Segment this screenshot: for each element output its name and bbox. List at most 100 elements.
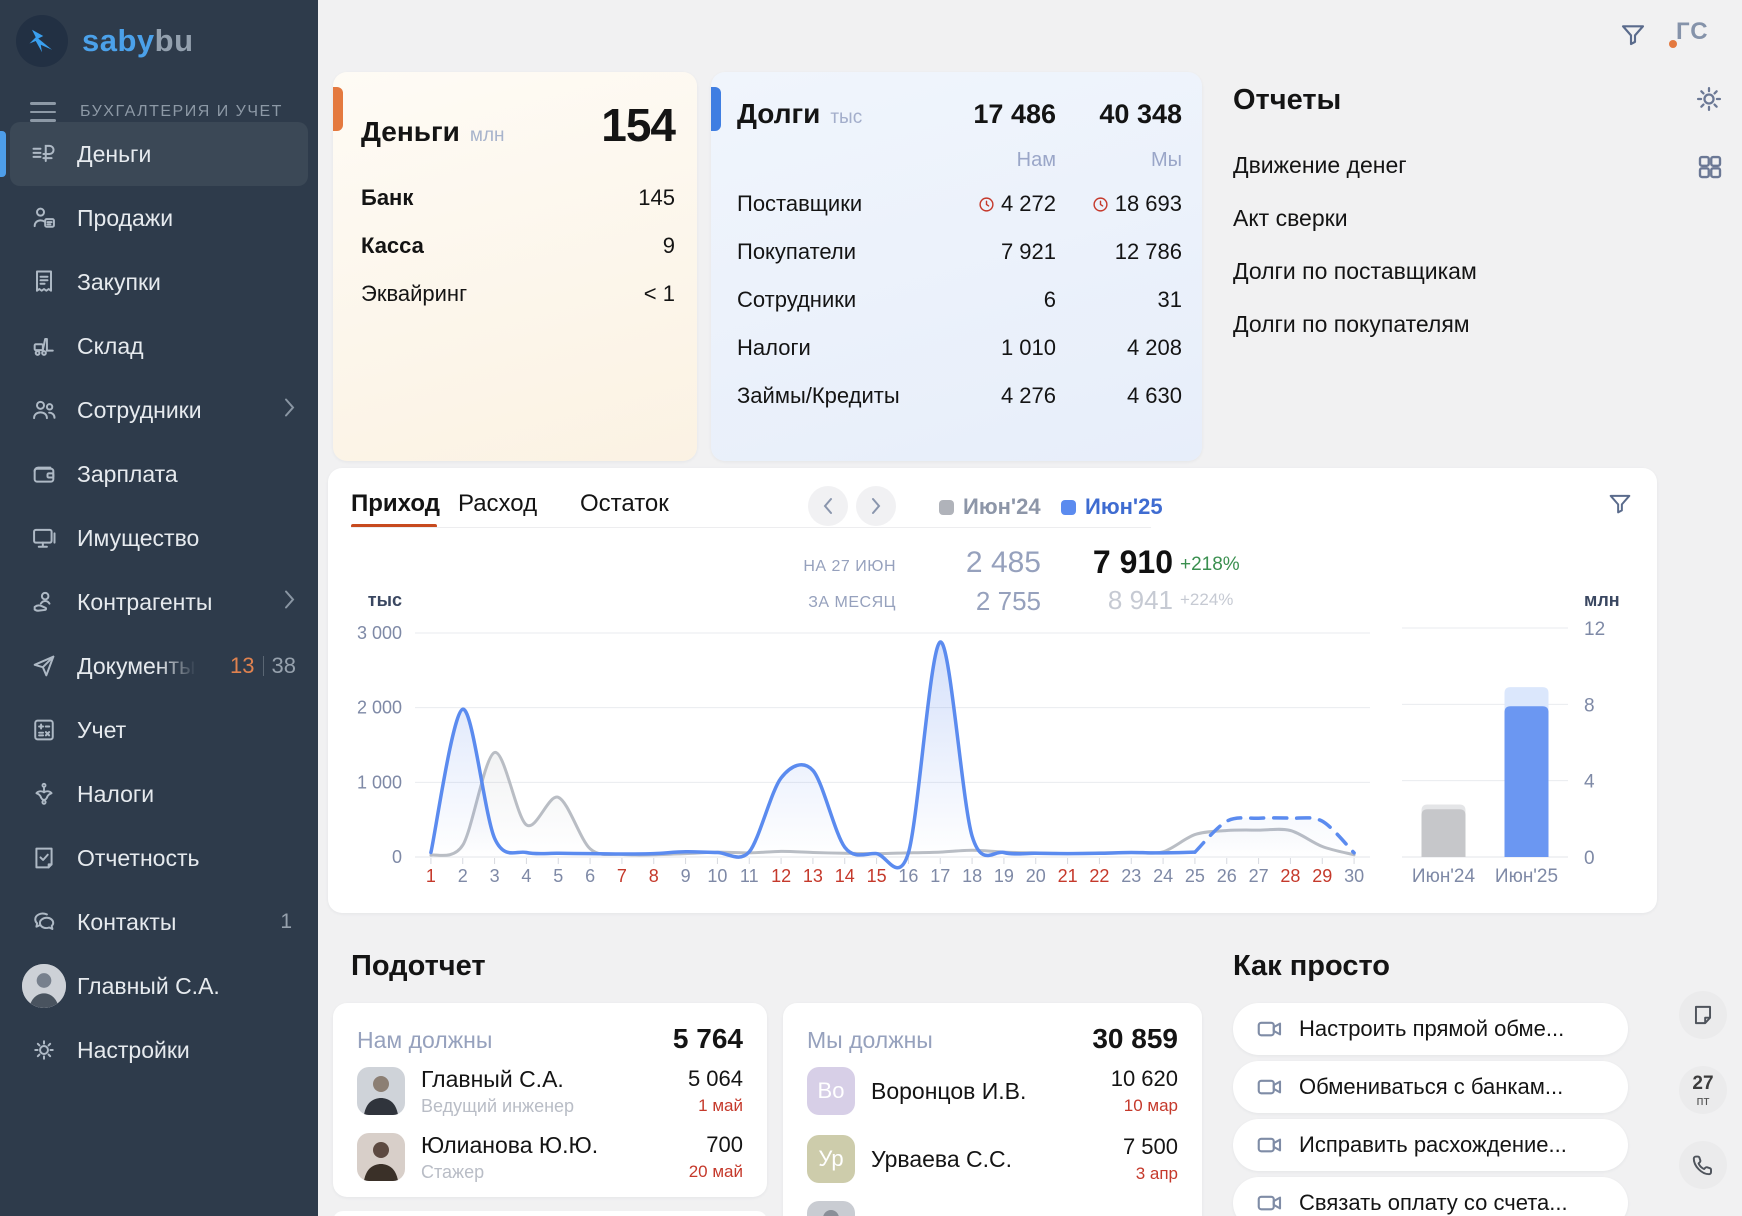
- note-icon: [1694, 1005, 1712, 1025]
- owe-us-row-yulianova[interactable]: Юлианова Ю.Ю. Стажер 700 20 май: [357, 1127, 743, 1187]
- svg-text:17: 17: [930, 866, 950, 886]
- legend-jun25[interactable]: Июн'25: [1061, 494, 1163, 520]
- debt-row-loans[interactable]: Займы/Кредиты 4 276 4 630: [737, 383, 1182, 408]
- sidebar-item-purchases[interactable]: Закупки: [0, 250, 318, 314]
- sidebar-item-property[interactable]: Имущество: [0, 506, 318, 570]
- calendar-button[interactable]: 27 пт: [1679, 1066, 1727, 1114]
- report-link-cashflow[interactable]: Движение денег: [1233, 152, 1407, 178]
- income-chart-card: Приход Расход Остаток Июн'24 Июн'25 НА 2…: [328, 468, 1657, 913]
- money-row-bank[interactable]: Банк 145: [361, 185, 675, 210]
- avatar-photo: [357, 1133, 405, 1181]
- we-owe-total: 30 859: [1092, 1023, 1178, 1054]
- svg-text:12: 12: [1584, 619, 1605, 640]
- we-owe-row-vorontsov[interactable]: Во Воронцов И.В. 10 620 10 мар: [807, 1061, 1178, 1121]
- sidebar-item-warehouse[interactable]: Склад: [0, 314, 318, 378]
- sidebar-item-accounting[interactable]: Учет: [0, 698, 318, 762]
- sidebar-menu: Деньги Продажи Закупки Скл: [0, 122, 318, 1082]
- money-row-acquiring[interactable]: Эквайринг < 1: [361, 281, 675, 306]
- sales-icon: [30, 204, 58, 232]
- svg-text:23: 23: [1121, 866, 1141, 886]
- gis-badge[interactable]: ГС: [1669, 18, 1709, 48]
- reports-block: Отчеты Движение денег Акт сверки Долги п…: [1233, 84, 1653, 351]
- legend-jun24[interactable]: Июн'24: [939, 494, 1041, 520]
- app-logo[interactable]: sabybu: [0, 0, 318, 72]
- debts-total-nam: 17 486: [973, 99, 1056, 129]
- svg-text:9: 9: [681, 866, 691, 886]
- sidebar-item-employees[interactable]: Сотрудники: [0, 378, 318, 442]
- video-camera-icon: [1257, 1137, 1282, 1153]
- report-link-reconciliation[interactable]: Акт сверки: [1233, 205, 1348, 231]
- svg-text:8: 8: [1584, 695, 1595, 716]
- sidebar-item-profile[interactable]: Главный С.А.: [0, 954, 318, 1018]
- svg-text:Июн'25: Июн'25: [1495, 866, 1558, 887]
- people-icon: [30, 396, 58, 424]
- debt-row-suppliers[interactable]: Поставщики 4 272 18 693: [737, 191, 1182, 216]
- sidebar-item-taxes[interactable]: Налоги: [0, 762, 318, 826]
- sidebar-item-reporting[interactable]: Отчетность: [0, 826, 318, 890]
- tab-expense[interactable]: Расход: [458, 490, 538, 517]
- chevron-right-icon[interactable]: [283, 397, 296, 424]
- svg-text:13: 13: [803, 866, 823, 886]
- money-card[interactable]: Деньги млн 154 Банк 145 Касса 9 Эквайринг <…: [333, 72, 697, 461]
- we-owe-card[interactable]: Мы должны 30 859 Во Воронцов И.В. 10 620…: [783, 1003, 1202, 1216]
- we-owe-row-alekseev[interactable]: Алексеев И.И. 4 000: [807, 1195, 1178, 1216]
- sidebar-item-contractors[interactable]: Контрагенты: [0, 570, 318, 634]
- svg-text:14: 14: [835, 866, 855, 886]
- avatar-initials: Во: [807, 1067, 855, 1115]
- we-owe-header: Мы должны: [807, 1027, 933, 1053]
- debts-card[interactable]: Долги тыс 17 486 40 348 Нам Мы Поставщик…: [711, 72, 1202, 461]
- svg-text:20: 20: [1026, 866, 1046, 886]
- debt-row-buyers[interactable]: Покупатели 7 921 12 786: [737, 239, 1182, 264]
- report-link-supplier-debts[interactable]: Долги по поставщикам: [1233, 258, 1477, 284]
- debt-row-employees[interactable]: Сотрудники 6 31: [737, 287, 1182, 312]
- we-owe-row-urvaeva[interactable]: Ур Урваева С.С. 7 500 3 апр: [807, 1129, 1178, 1189]
- sidebar-item-contacts[interactable]: Контакты 1: [0, 890, 318, 954]
- tab-balance[interactable]: Остаток: [580, 490, 669, 517]
- sidebar-item-settings[interactable]: Настройки: [0, 1018, 318, 1082]
- prev-month-button[interactable]: [808, 486, 848, 526]
- phone-button[interactable]: [1679, 1141, 1727, 1189]
- svg-text:26: 26: [1217, 866, 1237, 886]
- settings-gear-icon[interactable]: [1692, 82, 1726, 121]
- howto-pill-link-payment[interactable]: Связать оплату со счета...: [1233, 1177, 1628, 1216]
- how-simple-title: Как просто: [1233, 950, 1390, 982]
- tab-income[interactable]: Приход: [351, 490, 440, 517]
- notes-button[interactable]: [1679, 991, 1727, 1039]
- howto-pill-bank-exchange[interactable]: Обмениваться с банкам...: [1233, 1061, 1628, 1113]
- owe-us-card[interactable]: Нам должны 5 764 Главный С.А. Ведущий ин…: [333, 1003, 767, 1197]
- legend-swatch-gray: [939, 499, 954, 515]
- overdue-clock-icon: [1093, 196, 1108, 212]
- report-link-buyer-debts[interactable]: Долги по покупателям: [1233, 311, 1470, 337]
- svg-text:6: 6: [585, 866, 595, 886]
- owe-us-row-glavny[interactable]: Главный С.А. Ведущий инженер 5 064 1 май: [357, 1061, 743, 1121]
- sidebar-item-salary[interactable]: Зарплата: [0, 442, 318, 506]
- debts-column-headers: Нам Мы: [737, 140, 1182, 180]
- svg-text:0: 0: [392, 847, 402, 867]
- col-nam: Нам: [1016, 148, 1056, 171]
- howto-pill-fix-discrepancy[interactable]: Исправить расхождение...: [1233, 1119, 1628, 1171]
- svg-text:16: 16: [898, 866, 918, 886]
- howto-pill-direct-exchange[interactable]: Настроить прямой обме...: [1233, 1003, 1628, 1055]
- calendar-weekday: пт: [1696, 1092, 1710, 1108]
- svg-text:30: 30: [1344, 866, 1364, 886]
- svg-text:15: 15: [867, 866, 887, 886]
- next-month-button[interactable]: [856, 486, 896, 526]
- money-row-cash[interactable]: Касса 9: [361, 233, 675, 258]
- svg-text:21: 21: [1058, 866, 1078, 886]
- forklift-icon: [30, 332, 58, 360]
- chart-filter-icon[interactable]: [1606, 490, 1634, 523]
- debts-card-unit: тыс: [830, 107, 863, 128]
- debt-row-taxes[interactable]: Налоги 1 010 4 208: [737, 335, 1182, 360]
- chevron-right-icon[interactable]: [283, 589, 296, 616]
- legend-swatch-blue: [1061, 499, 1076, 515]
- money-icon: [30, 140, 58, 168]
- brand-text: sabybu: [82, 23, 194, 58]
- sidebar-item-money[interactable]: Деньги: [0, 122, 308, 186]
- filter-icon[interactable]: [1618, 20, 1648, 55]
- sidebar-item-sales[interactable]: Продажи: [0, 186, 318, 250]
- apps-grid-icon[interactable]: [1695, 152, 1725, 187]
- sidebar-item-documents[interactable]: Документы 13 38: [0, 634, 318, 698]
- menu-burger-icon[interactable]: [30, 102, 56, 122]
